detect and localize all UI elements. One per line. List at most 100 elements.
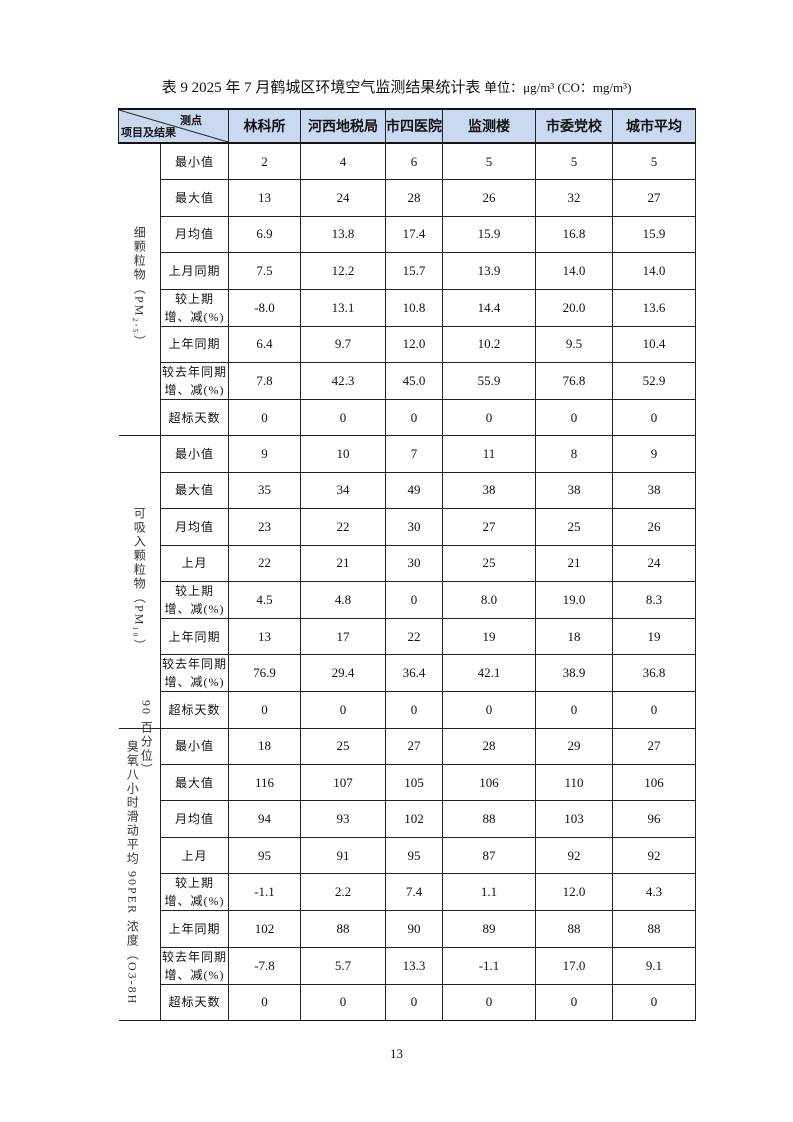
value-cell: 4 bbox=[300, 142, 386, 181]
item-label: 月均值 bbox=[160, 215, 229, 254]
value-cell: 7.5 bbox=[228, 252, 301, 290]
corner-top-label: 测点 bbox=[180, 115, 202, 127]
value-cell: 17 bbox=[300, 617, 386, 656]
item-label: 较上期 增、减(%) bbox=[160, 580, 229, 619]
table-row: 较上期 增、减(%) -8.0 13.1 10.8 14.4 20.0 13.6 bbox=[119, 288, 696, 327]
value-cell: 88 bbox=[442, 800, 536, 838]
item-label: 最大值 bbox=[160, 764, 229, 802]
value-cell: 0 bbox=[385, 398, 443, 437]
value-cell: 28 bbox=[385, 179, 443, 217]
group-label-text: 细颗粒物（PM₂.₅） bbox=[132, 226, 147, 350]
value-cell: 52.9 bbox=[612, 361, 696, 400]
station-header: 河西地税局 bbox=[300, 108, 386, 144]
value-cell: 30 bbox=[385, 508, 443, 546]
item-label: 最小值 bbox=[160, 142, 229, 181]
value-cell: 22 bbox=[300, 508, 386, 546]
value-cell: 27 bbox=[385, 727, 443, 766]
value-cell: 19.0 bbox=[535, 580, 613, 619]
value-cell: 0 bbox=[535, 398, 613, 437]
value-cell: 38 bbox=[442, 471, 536, 510]
corner-header: 测点 项目及结果 bbox=[118, 108, 229, 144]
value-cell: 93 bbox=[300, 800, 386, 838]
value-cell: 1.1 bbox=[442, 873, 536, 912]
value-cell: 116 bbox=[228, 764, 301, 802]
value-cell: 25 bbox=[535, 508, 613, 546]
station-header: 城市平均 bbox=[612, 108, 696, 144]
value-cell: 11 bbox=[442, 435, 536, 473]
table-row: 较上期 增、减(%) -1.1 2.2 7.4 1.1 12.0 4.3 bbox=[119, 873, 696, 912]
value-cell: 14.0 bbox=[612, 252, 696, 290]
value-cell: 12.0 bbox=[535, 873, 613, 912]
value-cell: 10.8 bbox=[385, 288, 443, 327]
value-cell: 19 bbox=[612, 617, 696, 656]
value-cell: 90 bbox=[385, 910, 443, 948]
value-cell: 0 bbox=[385, 691, 443, 729]
value-cell: 24 bbox=[300, 179, 386, 217]
value-cell: 12.2 bbox=[300, 252, 386, 290]
table-row: 可吸入颗粒物（PM₁₀） 最小值 9 10 7 11 8 9 bbox=[118, 435, 696, 729]
value-cell: 12.0 bbox=[385, 325, 443, 363]
item-label: 上年同期 bbox=[160, 617, 229, 656]
value-cell: 32 bbox=[535, 179, 613, 217]
value-cell: 19 bbox=[442, 617, 536, 656]
value-cell: 2.2 bbox=[300, 873, 386, 912]
value-cell: 13.8 bbox=[300, 215, 386, 254]
table-row: 最大值 116 107 105 106 110 106 bbox=[119, 764, 696, 802]
item-label: 超标天数 bbox=[160, 398, 229, 437]
value-cell: 4.3 bbox=[612, 873, 696, 912]
value-cell: 4.8 bbox=[300, 580, 386, 619]
station-header: 市四医院 bbox=[385, 108, 443, 144]
table-row: 上年同期 13 17 22 19 18 19 bbox=[119, 617, 696, 656]
item-label: 超标天数 bbox=[160, 983, 229, 1022]
value-cell: 22 bbox=[385, 617, 443, 656]
value-cell: 0 bbox=[535, 691, 613, 729]
value-cell: 9 bbox=[228, 435, 301, 473]
value-cell: 0 bbox=[442, 398, 536, 437]
caption-title: 表 9 2025 年 7 月鹤城区环境空气监测结果统计表 bbox=[161, 80, 481, 96]
value-cell: 9.1 bbox=[612, 946, 696, 985]
value-cell: 88 bbox=[535, 910, 613, 948]
value-cell: 36.4 bbox=[385, 654, 443, 693]
value-cell: 0 bbox=[228, 691, 301, 729]
value-cell: 35 bbox=[228, 471, 301, 510]
value-cell: 0 bbox=[535, 983, 613, 1022]
value-cell: 4.5 bbox=[228, 580, 301, 619]
value-cell: 96 bbox=[612, 800, 696, 838]
corner-bottom-label: 项目及结果 bbox=[121, 127, 176, 139]
item-label: 最大值 bbox=[160, 179, 229, 217]
value-cell: 5 bbox=[442, 142, 536, 181]
value-cell: 38.9 bbox=[535, 654, 613, 693]
value-cell: 38 bbox=[612, 471, 696, 510]
value-cell: 24 bbox=[612, 544, 696, 582]
table-row: 最大值 35 34 49 38 38 38 bbox=[119, 471, 696, 510]
value-cell: 0 bbox=[442, 983, 536, 1022]
value-cell: 13.3 bbox=[385, 946, 443, 985]
table-row: 较去年同期 增、减(%) 7.8 42.3 45.0 55.9 76.8 52.9 bbox=[119, 361, 696, 400]
group-label: 细颗粒物（PM₂.₅） bbox=[118, 142, 161, 437]
value-cell: -1.1 bbox=[228, 873, 301, 912]
value-cell: 95 bbox=[385, 836, 443, 875]
value-cell: 20.0 bbox=[535, 288, 613, 327]
table-row: 较去年同期 增、减(%) 76.9 29.4 36.4 42.1 38.9 36.8 bbox=[119, 654, 696, 693]
value-cell: 0 bbox=[442, 691, 536, 729]
value-cell: 13 bbox=[228, 617, 301, 656]
value-cell: 87 bbox=[442, 836, 536, 875]
group-label: 臭氧八小时滑动平均 90PER 浓度（O3-8H90 百分位） bbox=[118, 700, 161, 1022]
value-cell: 8 bbox=[535, 435, 613, 473]
item-label: 较去年同期 增、减(%) bbox=[160, 361, 229, 400]
value-cell: 13.9 bbox=[442, 252, 536, 290]
value-cell: 18 bbox=[535, 617, 613, 656]
value-cell: 5.7 bbox=[300, 946, 386, 985]
table-caption: 表 9 2025 年 7 月鹤城区环境空气监测结果统计表 单位：μg/m³ (C… bbox=[0, 76, 793, 97]
item-label: 较去年同期 增、减(%) bbox=[160, 946, 229, 985]
table-row: 上月 95 91 95 87 92 92 bbox=[119, 836, 696, 875]
value-cell: 13.1 bbox=[300, 288, 386, 327]
value-cell: 13 bbox=[228, 179, 301, 217]
value-cell: 2 bbox=[228, 142, 301, 181]
value-cell: 42.1 bbox=[442, 654, 536, 693]
value-cell: 36.8 bbox=[612, 654, 696, 693]
table-row: 最大值 13 24 28 26 32 27 bbox=[119, 179, 696, 217]
value-cell: 14.0 bbox=[535, 252, 613, 290]
item-label: 上年同期 bbox=[160, 910, 229, 948]
value-cell: 7 bbox=[385, 435, 443, 473]
